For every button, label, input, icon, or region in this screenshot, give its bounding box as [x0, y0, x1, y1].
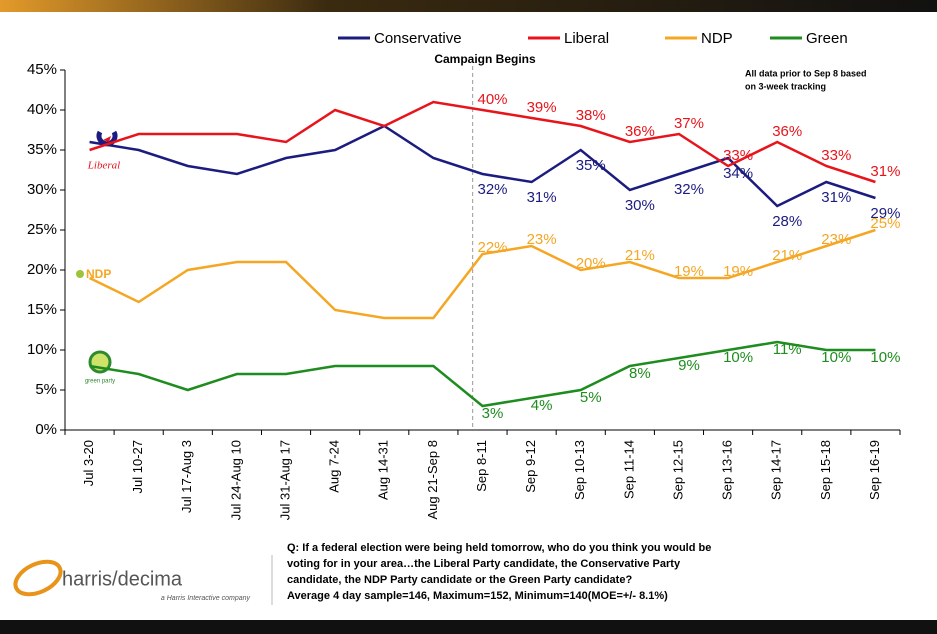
data-label: 34%	[723, 165, 753, 182]
data-label: 25%	[870, 215, 900, 232]
brand-logo: harris/decima a Harris Interactive compa…	[13, 559, 251, 602]
data-label: 32%	[477, 181, 507, 198]
logo-text: NDP	[86, 267, 111, 281]
note: on 3-week tracking	[745, 81, 826, 91]
y-tick-label: 10%	[27, 341, 57, 358]
data-label: 11%	[773, 341, 802, 358]
y-tick-label: 35%	[27, 141, 57, 158]
data-label: 19%	[674, 263, 704, 280]
x-tick-label: Sep 10-13	[572, 440, 587, 500]
data-label: 36%	[772, 123, 802, 140]
data-label: 20%	[576, 255, 606, 272]
y-tick-label: 20%	[27, 261, 57, 278]
data-label: 5%	[580, 389, 602, 406]
data-label: 9%	[678, 357, 700, 374]
series-line	[89, 228, 876, 320]
data-label: 3%	[482, 405, 504, 422]
data-label: 36%	[625, 123, 655, 140]
top-band	[0, 0, 937, 12]
question: candidate, the NDP Party candidate or th…	[287, 574, 632, 586]
data-label: 40%	[477, 91, 507, 108]
tagline: a Harris Interactive company	[161, 595, 251, 602]
legend-label: Green	[806, 30, 848, 47]
data-label: 30%	[625, 197, 655, 214]
y-tick-label: 25%	[27, 221, 57, 238]
x-tick-label: Sep 8-11	[474, 440, 489, 492]
data-label: 8%	[629, 365, 651, 382]
data-label: 10%	[821, 349, 851, 366]
series-line	[89, 340, 876, 408]
x-tick-label: Aug 7-24	[327, 440, 342, 493]
y-tick-label: 0%	[35, 421, 57, 438]
data-label: 35%	[576, 157, 606, 174]
x-tick-label: Aug 21-Sep 8	[425, 440, 440, 520]
data-label: 10%	[723, 349, 753, 366]
data-label: 32%	[674, 181, 704, 198]
x-tick-label: Sep 15-18	[818, 440, 833, 500]
question: voting for in your area…the Liberal Part…	[287, 558, 681, 570]
data-label: 38%	[576, 107, 606, 124]
data-label: 33%	[723, 147, 753, 164]
ndp-logo: NDP	[76, 267, 111, 281]
note: All data prior to Sep 8 based	[745, 68, 867, 78]
y-tick-label: 45%	[27, 61, 57, 78]
data-label: 10%	[870, 349, 900, 366]
data-label: 37%	[674, 115, 704, 132]
data-label: 23%	[527, 231, 557, 248]
legend-label: Liberal	[564, 30, 609, 47]
data-label: 21%	[772, 247, 802, 264]
data-label: 21%	[625, 247, 655, 264]
legend-label: Conservative	[374, 30, 462, 47]
x-tick-label: Jul 24-Aug 10	[228, 440, 243, 520]
x-tick-label: Jul 31-Aug 17	[277, 440, 292, 520]
data-label: 23%	[821, 231, 851, 248]
series-line	[89, 124, 876, 208]
x-tick-label: Sep 9-12	[523, 440, 538, 493]
x-tick-label: Jul 10-27	[130, 440, 145, 493]
data-label: 31%	[870, 163, 900, 180]
x-tick-label: Aug 14-31	[376, 440, 391, 500]
data-label: 31%	[821, 189, 851, 206]
chart-title: Campaign Begins	[434, 52, 536, 66]
data-label: 19%	[723, 263, 753, 280]
data-label: 4%	[531, 397, 553, 414]
x-tick-label: Jul 3-20	[81, 440, 96, 486]
y-tick-label: 5%	[35, 381, 57, 398]
x-tick-label: Sep 11-14	[621, 440, 636, 499]
series-line	[89, 100, 876, 184]
x-tick-label: Sep 13-16	[720, 440, 735, 500]
data-label: 28%	[772, 213, 802, 230]
y-tick-label: 30%	[27, 181, 57, 198]
question: Average 4 day sample=146, Maximum=152, M…	[287, 590, 668, 602]
panel	[0, 12, 937, 620]
x-tick-label: Sep 16-19	[867, 440, 882, 500]
question: Q: If a federal election were being held…	[287, 542, 711, 554]
data-label: 29%	[870, 205, 900, 222]
data-label: 33%	[821, 147, 851, 164]
brand: harris/decima	[62, 568, 183, 590]
data-label: 39%	[527, 99, 557, 116]
legend-label: NDP	[701, 30, 733, 47]
data-label: 22%	[477, 239, 507, 256]
data-label: 31%	[527, 189, 557, 206]
x-tick-label: Jul 17-Aug 3	[179, 440, 194, 513]
y-tick-label: 15%	[27, 301, 57, 318]
x-tick-label: Sep 14-17	[769, 440, 784, 500]
y-tick-label: 40%	[27, 101, 57, 118]
x-tick-label: Sep 12-15	[670, 440, 685, 500]
logo-text: Liberal	[87, 160, 120, 172]
logo-text: green party	[85, 379, 115, 385]
